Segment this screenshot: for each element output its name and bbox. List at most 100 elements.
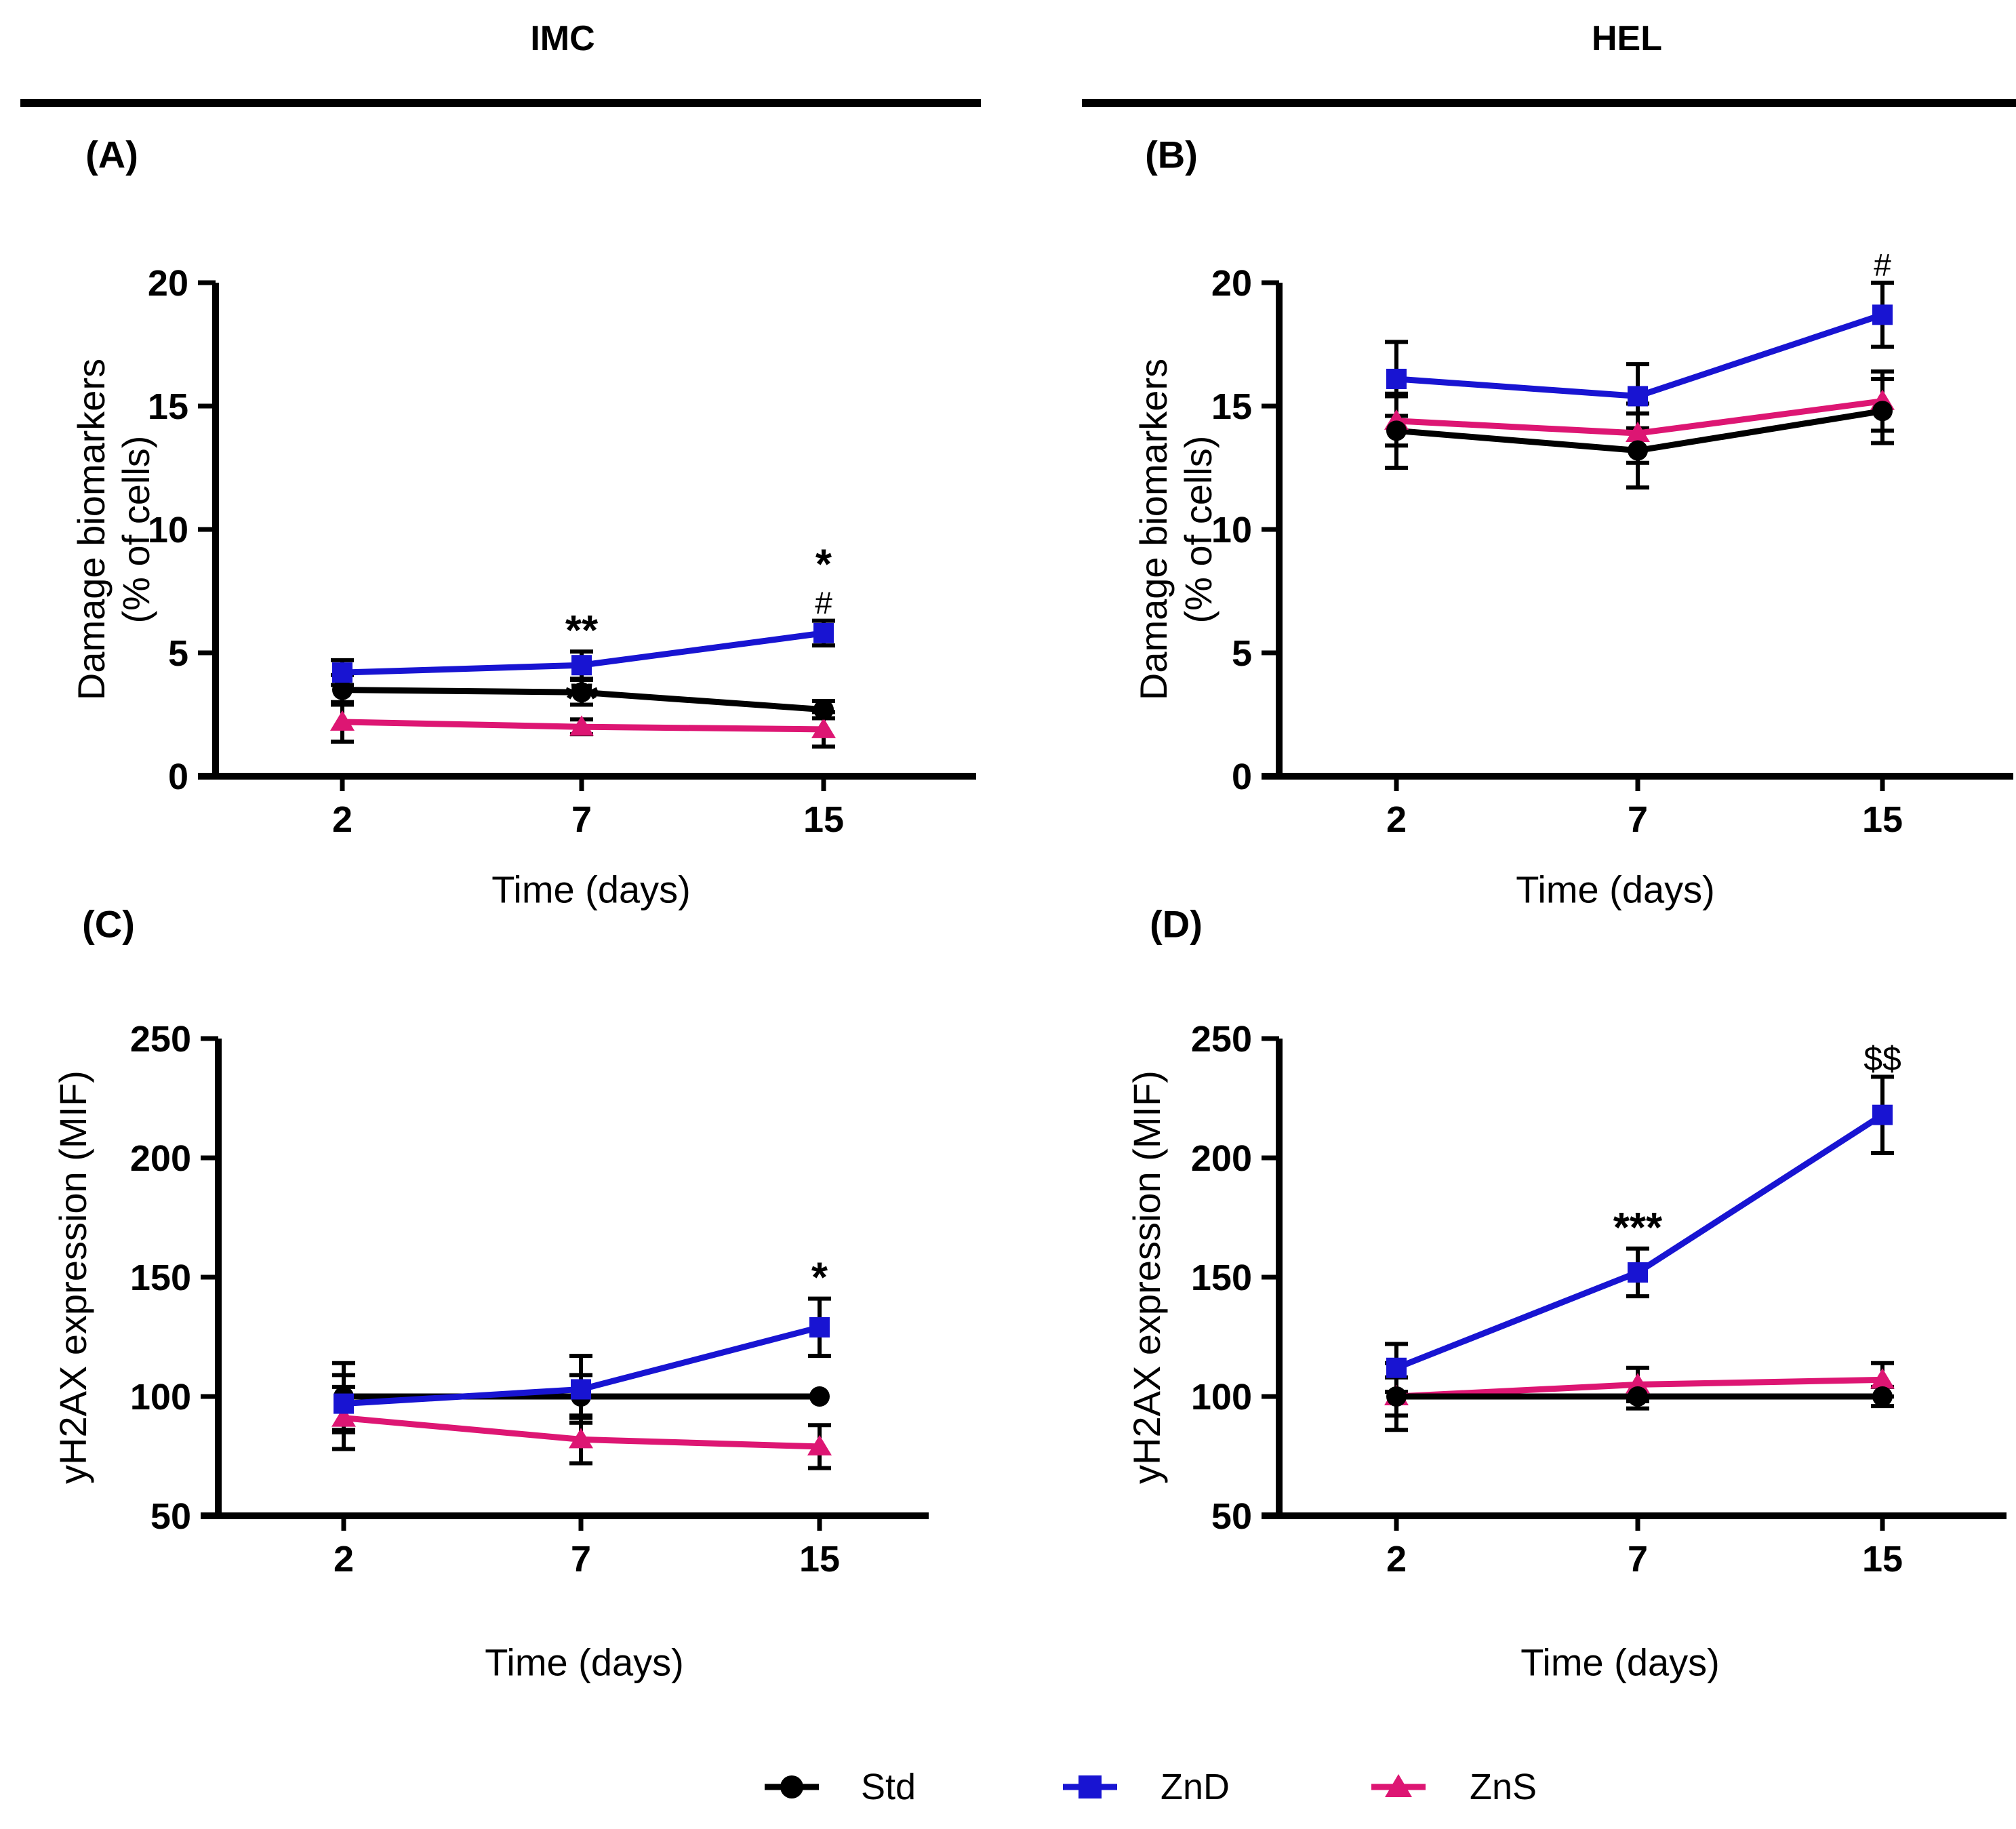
marker-C-Std-2 <box>809 1386 830 1407</box>
marker-B-ZnD-1 <box>1628 386 1648 407</box>
y-axis-title-a-line1: Damage biomarkers <box>70 358 113 701</box>
x-tick-label-B-7: 7 <box>1628 799 1648 840</box>
marker-A-ZnS-1 <box>569 715 594 736</box>
y-axis-title-b-line1: Damage biomarkers <box>1132 358 1175 701</box>
y-axis-title-c-line1: yH2AX expression (MIF) <box>52 1070 94 1484</box>
marker-D-ZnD-2 <box>1872 1104 1893 1125</box>
y-tick-label-D-50: 50 <box>1211 1496 1252 1537</box>
marker-C-ZnD-1 <box>571 1379 591 1400</box>
y-axis-title-c: yH2AX expression (MIF) <box>51 1070 96 1484</box>
y-axis-title-a-line2: (% of cells) <box>115 435 157 624</box>
legend-marker-square-ZnD <box>1078 1775 1102 1798</box>
y-tick-label-C-100: 100 <box>130 1377 191 1418</box>
x-tick-label-A-15: 15 <box>803 799 844 840</box>
x-tick-label-C-15: 15 <box>799 1539 840 1580</box>
legend-marker-circle-Std <box>780 1775 803 1798</box>
y-axis-title-d: yH2AX expression (MIF) <box>1125 1070 1169 1484</box>
y-axis-title-b: Damage biomarkers (% of cells) <box>1131 359 1221 700</box>
marker-B-ZnD-2 <box>1872 304 1893 325</box>
marker-C-ZnD-0 <box>334 1393 354 1414</box>
panel-label-a: (A) <box>85 133 138 176</box>
marker-A-ZnS-2 <box>811 717 836 738</box>
x-tick-label-D-2: 2 <box>1386 1539 1407 1580</box>
x-tick-label-B-2: 2 <box>1386 799 1407 840</box>
marker-D-ZnS-1 <box>1626 1373 1650 1394</box>
y-tick-label-D-150: 150 <box>1191 1258 1252 1298</box>
y-tick-label-B-5: 5 <box>1232 633 1252 674</box>
marker-C-ZnS-1 <box>569 1428 593 1449</box>
panel-label-c: (C) <box>82 902 135 946</box>
hel-divider-line <box>1082 99 2016 107</box>
y-tick-label-B-15: 15 <box>1211 386 1252 427</box>
marker-B-ZnS-1 <box>1626 422 1650 443</box>
marker-D-ZnD-1 <box>1628 1262 1648 1283</box>
x-tick-label-A-7: 7 <box>571 799 592 840</box>
marker-A-ZnD-0 <box>332 662 352 683</box>
y-tick-label-B-10: 10 <box>1211 510 1252 550</box>
annotation-D-1-$$: $$ <box>1863 1039 1901 1077</box>
marker-D-Std-1 <box>1628 1386 1648 1407</box>
annotation-A-2-#: # <box>815 586 832 621</box>
marker-B-Std-2 <box>1872 401 1893 422</box>
legend-marker-triangle-ZnS <box>1385 1774 1412 1797</box>
marker-A-ZnD-1 <box>571 655 592 676</box>
marker-C-ZnS-2 <box>807 1434 832 1455</box>
annotation-B-0-#: # <box>1874 247 1891 283</box>
x-axis-title-b: Time (days) <box>1516 868 1715 911</box>
marker-A-Std-1 <box>571 682 592 703</box>
y-tick-label-A-15: 15 <box>148 386 188 427</box>
y-axis-title-a: Damage biomarkers (% of cells) <box>69 359 159 700</box>
marker-A-Std-2 <box>813 699 834 720</box>
x-axis-title-a: Time (days) <box>491 868 691 911</box>
y-tick-label-A-20: 20 <box>148 263 188 304</box>
y-tick-label-C-50: 50 <box>150 1496 191 1537</box>
marker-C-ZnS-0 <box>331 1406 356 1427</box>
y-tick-label-D-100: 100 <box>1191 1377 1252 1418</box>
y-tick-label-A-10: 10 <box>148 510 188 550</box>
x-tick-label-C-2: 2 <box>334 1539 354 1580</box>
x-axis-title-c: Time (days) <box>485 1641 684 1684</box>
marker-D-ZnD-0 <box>1386 1357 1407 1378</box>
marker-A-Std-0 <box>332 679 352 700</box>
marker-C-ZnD-2 <box>809 1317 830 1338</box>
y-tick-label-B-0: 0 <box>1232 757 1252 797</box>
x-tick-label-A-2: 2 <box>332 799 352 840</box>
marker-D-Std-2 <box>1872 1386 1893 1407</box>
column-title-hel: HEL <box>1592 19 1662 58</box>
x-axis-title-d: Time (days) <box>1520 1641 1720 1684</box>
marker-B-Std-0 <box>1386 420 1407 441</box>
marker-A-ZnS-0 <box>330 710 355 731</box>
annotation-C-0-*: * <box>811 1255 828 1302</box>
annotation-A-0-**: ** <box>565 607 599 654</box>
y-axis-title-d-line1: yH2AX expression (MIF) <box>1125 1070 1168 1484</box>
y-tick-label-C-250: 250 <box>130 1019 191 1060</box>
x-tick-label-D-7: 7 <box>1628 1539 1648 1580</box>
x-tick-label-C-7: 7 <box>571 1539 591 1580</box>
y-tick-label-C-200: 200 <box>130 1138 191 1179</box>
y-tick-label-D-200: 200 <box>1191 1138 1252 1179</box>
marker-A-ZnD-2 <box>813 622 834 643</box>
legend-label-zns: ZnS <box>1470 1767 1537 1807</box>
y-tick-label-C-150: 150 <box>130 1258 191 1298</box>
marker-D-ZnS-2 <box>1870 1368 1895 1389</box>
marker-B-Std-1 <box>1628 440 1648 461</box>
panel-label-d: (D) <box>1150 902 1203 946</box>
y-tick-label-A-5: 5 <box>168 633 188 674</box>
y-tick-label-B-20: 20 <box>1211 263 1252 304</box>
annotation-A-1-**: ** <box>565 675 599 722</box>
y-tick-label-D-250: 250 <box>1191 1019 1252 1060</box>
panel-label-b: (B) <box>1145 133 1198 176</box>
marker-B-ZnD-0 <box>1386 368 1407 389</box>
marker-D-Std-0 <box>1386 1386 1407 1407</box>
legend-label-std: Std <box>861 1767 916 1807</box>
y-axis-title-b-line2: (% of cells) <box>1177 435 1219 624</box>
x-tick-label-D-15: 15 <box>1862 1539 1903 1580</box>
axis-B <box>1262 283 2013 780</box>
column-title-imc: IMC <box>530 19 595 58</box>
x-tick-label-B-15: 15 <box>1862 799 1903 840</box>
annotation-A-3-*: * <box>815 542 832 588</box>
annotation-D-0-***: *** <box>1613 1205 1663 1251</box>
imc-divider-line <box>20 99 981 107</box>
